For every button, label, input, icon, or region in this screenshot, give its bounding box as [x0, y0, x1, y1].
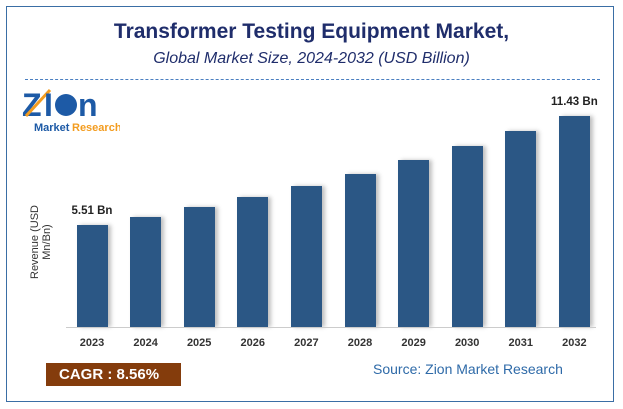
chart-subtitle: Global Market Size, 2024-2032 (USD Billi…	[153, 50, 470, 67]
x-tick-label: 2030	[454, 337, 480, 349]
y-axis-label: Revenue (USD Mn/Bn)	[29, 205, 53, 279]
svg-text:I: I	[44, 87, 53, 123]
bar-2028	[344, 173, 376, 327]
svg-text:n: n	[78, 87, 98, 123]
x-tick-label: 2025	[186, 337, 212, 349]
x-tick-label: 2031	[508, 337, 534, 349]
bar-2023	[76, 225, 108, 327]
x-tick-label: 2023	[79, 337, 105, 349]
x-tick-label: 2028	[347, 337, 373, 349]
x-tick-label: 2024	[133, 337, 158, 349]
x-axis-line	[66, 327, 596, 328]
x-tick-label: 2032	[562, 337, 587, 349]
bar-2032	[558, 116, 590, 327]
chart-title: Transformer Testing Equipment Market,	[113, 20, 510, 43]
x-tick-label: 2027	[294, 337, 319, 349]
x-tick-label: 2029	[401, 337, 426, 349]
svg-text:Research: Research	[72, 122, 120, 134]
bar-2031	[505, 130, 537, 327]
cagr-badge: CAGR : 8.56%	[46, 363, 181, 386]
bar-2027	[290, 185, 322, 327]
data-label: 11.43 Bn	[551, 96, 598, 108]
bar-2026	[237, 196, 269, 327]
x-tick-label: 2026	[240, 337, 266, 349]
bar-2030	[451, 146, 483, 327]
source-text: Source: Zion Market Research	[373, 361, 563, 377]
bar-2029	[398, 160, 430, 327]
svg-text:Market: Market	[34, 122, 70, 134]
bar-2024	[130, 216, 162, 327]
data-label: 5.51 Bn	[71, 205, 113, 218]
bar-2025	[183, 207, 215, 327]
svg-text:Z: Z	[22, 87, 42, 123]
zion-logo: Z I n Market Research	[22, 87, 120, 134]
divider	[25, 79, 600, 80]
chart-frame	[6, 6, 614, 402]
